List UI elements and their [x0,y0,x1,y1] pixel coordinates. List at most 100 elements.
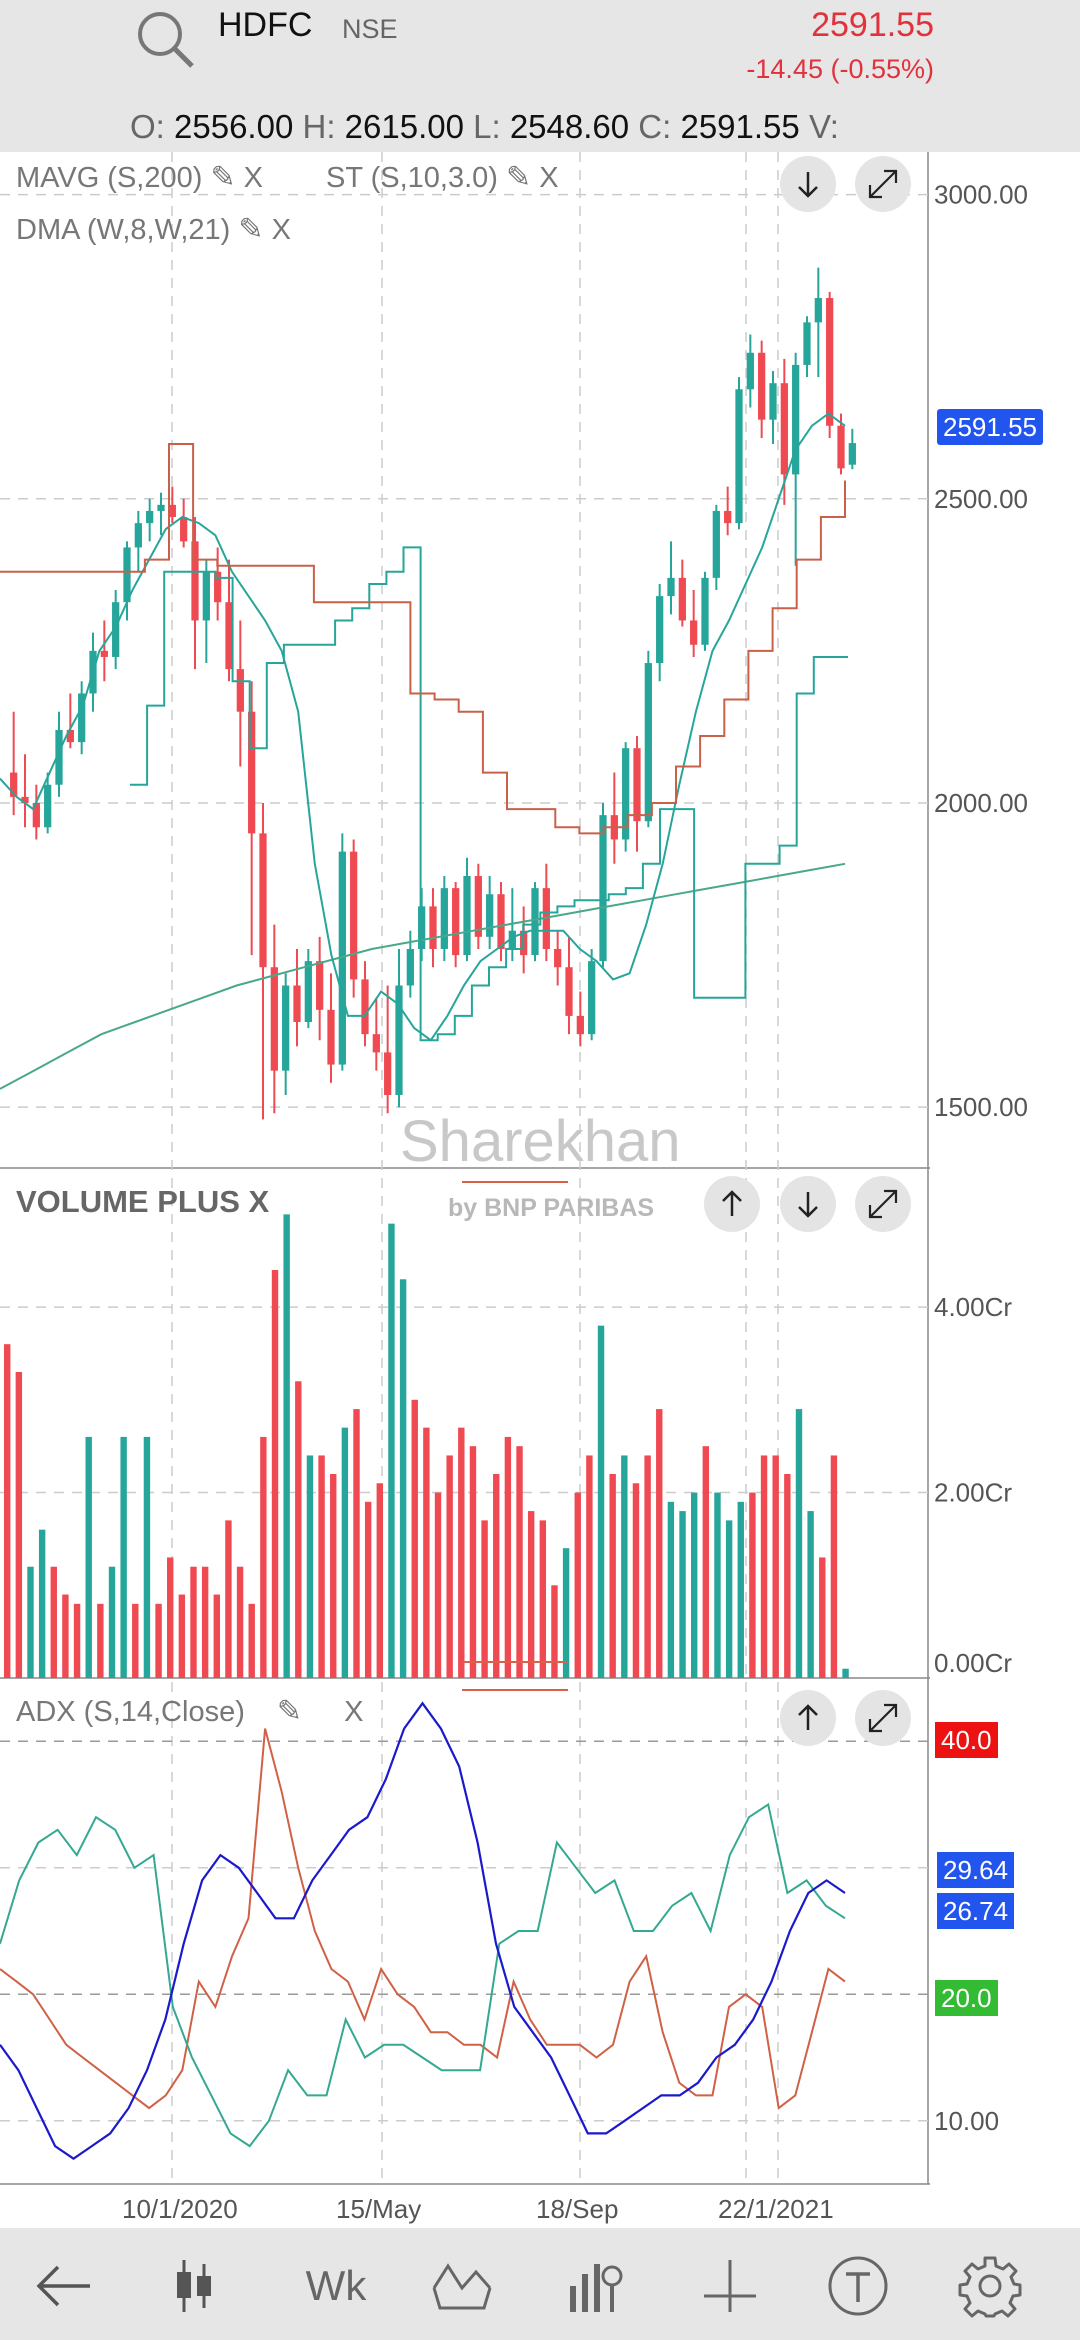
volume-bar [62,1594,69,1678]
candle [656,596,664,664]
volume-bar [481,1520,488,1678]
price-change: -14.45 (-0.55%) [746,54,934,84]
mavg-line [0,862,846,1090]
remove-dma-button[interactable]: X [271,214,291,246]
y-tick-label: 2.00Cr [934,1478,1012,1508]
arrow-down-icon [798,1192,818,1218]
candle [316,961,324,1010]
adx-line [0,1701,846,2161]
volume-bar [667,1501,675,1678]
volume-bar [190,1566,197,1678]
expand-price-button[interactable] [855,156,911,212]
candle [406,948,414,986]
volume-bar [399,1279,407,1678]
candle [826,298,834,426]
volume-bar [236,1566,244,1678]
volume-bar [155,1603,162,1678]
volume-bar [702,1446,710,1678]
expand-adx-button[interactable] [855,1690,911,1746]
volume-bar [120,1436,127,1678]
adx-tag-adx: 29.64 [937,1852,1015,1888]
expand-icon [868,1189,898,1219]
volume-bar [737,1501,744,1678]
indicator-dma-label[interactable]: DMA (W,8,W,21) ✎ X [16,213,291,246]
y-tick-label: 0.00Cr [934,1648,1012,1678]
volume-bar [597,1325,605,1678]
volume-bar [295,1381,302,1678]
remove-adx-button[interactable]: X [344,1696,364,1728]
remove-st-button[interactable]: X [539,162,559,194]
move-down-button[interactable] [780,156,836,212]
search-icon[interactable] [134,8,196,70]
volume-move-up-button[interactable] [704,1176,760,1232]
volume-bar [784,1474,791,1678]
volume-bar [73,1603,81,1678]
candle [361,979,369,1035]
adx-title[interactable]: ADX (S,14,Close) ✎ X [16,1695,364,1728]
symbol-name[interactable]: HDFC [218,6,313,44]
candle [372,1034,380,1053]
candle [338,851,346,1065]
chart-area[interactable]: 10/1/2020 15/May 18/Sep 22/1/2021 3000.00 250… [0,152,1080,2228]
pencil-icon[interactable]: ✎ [276,1695,303,1728]
remove-volume-button[interactable]: X [248,1184,270,1219]
volume-bar [4,1344,11,1678]
volume-bar [586,1455,593,1678]
candlestick-icon[interactable] [158,2250,230,2322]
last-price: 2591.55 [811,6,934,44]
candle [157,504,165,511]
candle [248,711,256,834]
back-icon[interactable] [28,2250,100,2322]
volume-bar [527,1511,535,1678]
adx-move-up-button[interactable] [780,1690,836,1746]
volume-bar [562,1548,570,1678]
candle [780,383,788,475]
candle [792,364,800,475]
candle [236,669,244,712]
candle [712,510,720,578]
settings-icon[interactable] [954,2250,1026,2322]
remove-mavg-button[interactable]: X [243,162,264,194]
y-tick-label: 2500.00 [934,484,1028,514]
volume-bar [38,1529,46,1678]
volume-bar [318,1455,325,1678]
draw-icon[interactable] [426,2250,498,2322]
arrow-up-icon [722,1190,742,1216]
volume-bar [621,1455,628,1678]
volume-bar [493,1474,500,1678]
volume-bar [772,1455,779,1678]
candle [327,1009,335,1065]
candle [667,577,675,597]
weekly-icon[interactable]: Wk [305,2262,367,2309]
pencil-icon[interactable]: ✎ [238,213,264,246]
volume-bar [201,1566,209,1678]
crosshair-icon[interactable] [694,2250,766,2322]
expand-volume-button[interactable] [855,1176,911,1232]
candle [848,443,856,465]
volume-bar [644,1455,651,1678]
volume-bar [376,1483,384,1678]
watermark-brand: Sharekhan [400,1109,681,1174]
indicator-st-label[interactable]: ST (S,10,3.0) ✎ X [326,161,559,194]
candle [724,510,732,524]
text-icon[interactable] [822,2250,894,2322]
candle [837,425,845,469]
indicator-icon[interactable] [558,2250,630,2322]
candle [214,571,222,603]
candle [395,985,403,1095]
volume-move-down-button[interactable] [780,1176,836,1232]
candle [508,930,516,949]
y-tick-label: 4.00Cr [934,1292,1012,1322]
volume-bar [446,1455,453,1678]
candle [100,650,108,657]
pencil-icon[interactable]: ✎ [506,161,532,194]
candle [10,772,18,797]
watermark-sub: by BNP PARIBAS [448,1194,655,1222]
volume-bar [830,1455,838,1678]
pencil-icon[interactable]: ✎ [210,161,236,194]
indicator-mavg-label[interactable]: MAVG (S,200) ✎ X [16,161,264,194]
volume-bar [341,1427,349,1678]
candle [735,389,743,524]
candle [429,906,437,949]
candle [588,961,596,1035]
